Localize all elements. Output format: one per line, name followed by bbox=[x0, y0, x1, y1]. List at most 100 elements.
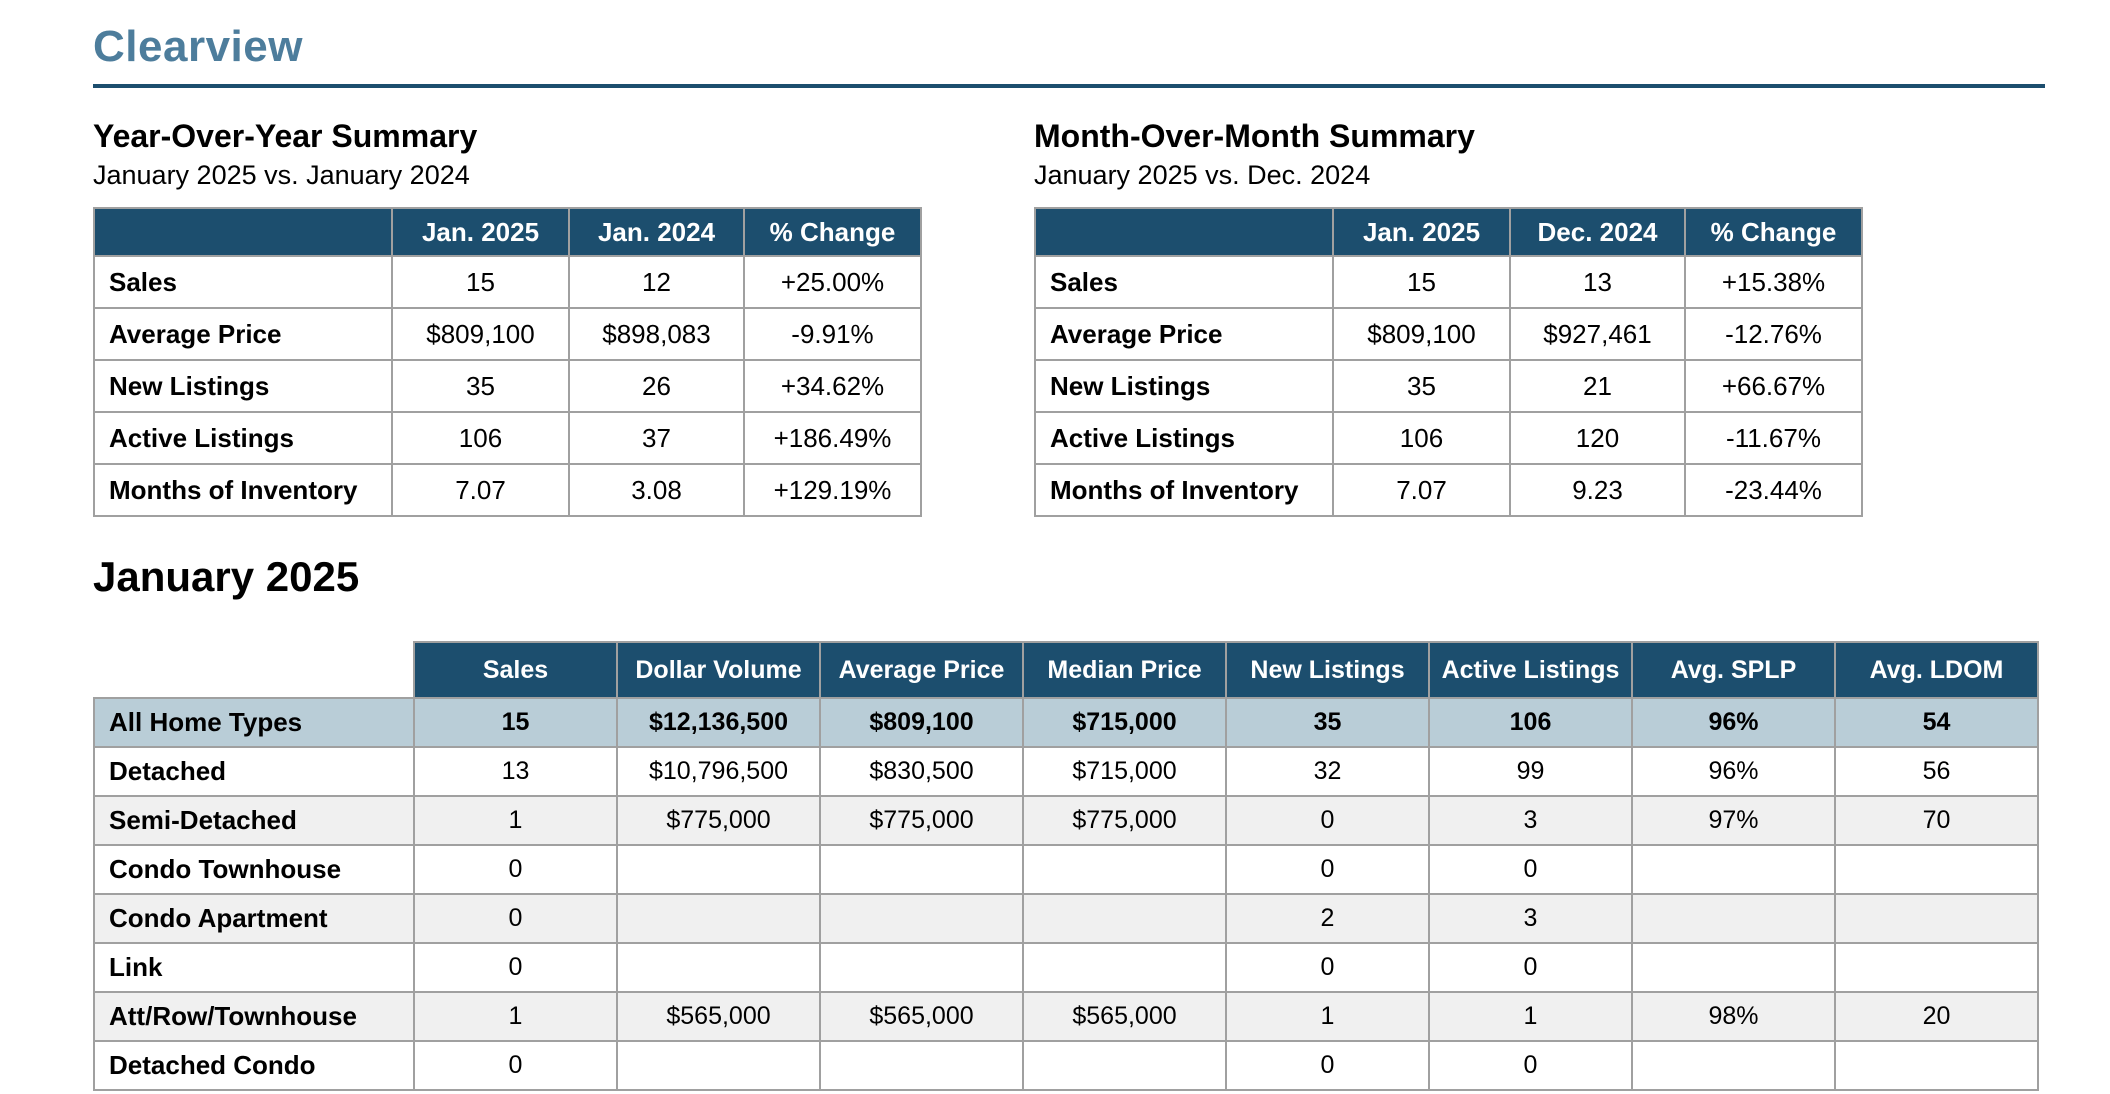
cell-value bbox=[1631, 893, 1836, 944]
cell-value: +15.38% bbox=[1684, 255, 1863, 309]
table-row: Months of Inventory 7.07 9.23 -23.44% bbox=[1034, 463, 1863, 517]
cell-value bbox=[1631, 844, 1836, 895]
cell-value: $927,461 bbox=[1509, 307, 1686, 361]
cell-value: -12.76% bbox=[1684, 307, 1863, 361]
cell-value: 106 bbox=[1428, 697, 1633, 748]
cell-value: 0 bbox=[1428, 942, 1633, 993]
cell-value: 1 bbox=[1225, 991, 1430, 1042]
cell-value: 9.23 bbox=[1509, 463, 1686, 517]
cell-value: 54 bbox=[1834, 697, 2039, 748]
yoy-section: Year-Over-Year Summary January 2025 vs. … bbox=[93, 118, 922, 517]
cell-value: 99 bbox=[1428, 746, 1633, 797]
row-label: Sales bbox=[1034, 255, 1334, 309]
cell-value bbox=[1022, 942, 1227, 993]
cell-value: 1 bbox=[413, 991, 618, 1042]
row-label: Months of Inventory bbox=[93, 463, 393, 517]
cell-value bbox=[616, 942, 821, 993]
row-label: Active Listings bbox=[93, 411, 393, 465]
cell-value: 35 bbox=[391, 359, 570, 413]
table-row: Link 0 0 0 bbox=[93, 942, 2039, 993]
yoy-table: Jan. 2025 Jan. 2024% Change Sales 15 12 +25.… bbox=[93, 207, 922, 517]
cell-value: 35 bbox=[1332, 359, 1511, 413]
row-label: Average Price bbox=[93, 307, 393, 361]
cell-value: 0 bbox=[1428, 844, 1633, 895]
column-header: % Change bbox=[1684, 207, 1863, 257]
cell-value: $830,500 bbox=[819, 746, 1024, 797]
cell-value: $10,796,500 bbox=[616, 746, 821, 797]
table-row: Detached Condo 0 0 0 bbox=[93, 1040, 2039, 1091]
cell-value: 106 bbox=[391, 411, 570, 465]
table-row: Active Listings 106 120 -11.67% bbox=[1034, 411, 1863, 465]
corner-cell bbox=[1034, 207, 1334, 257]
column-header: Jan. 2025 bbox=[391, 207, 570, 257]
cell-value: -9.91% bbox=[743, 307, 922, 361]
cell-value: 0 bbox=[413, 942, 618, 993]
cell-value: 13 bbox=[1509, 255, 1686, 309]
cell-value bbox=[819, 942, 1024, 993]
mom-table: Jan. 2025 Dec. 2024% Change Sales 15 13 +15.… bbox=[1034, 207, 1863, 517]
row-label: Link bbox=[93, 942, 415, 993]
cell-value bbox=[1834, 893, 2039, 944]
table-row: New Listings 35 26 +34.62% bbox=[93, 359, 922, 413]
row-label: Semi-Detached bbox=[93, 795, 415, 846]
row-label: All Home Types bbox=[93, 697, 415, 748]
row-label: Months of Inventory bbox=[1034, 463, 1334, 517]
cell-value bbox=[819, 844, 1024, 895]
row-label: Detached bbox=[93, 746, 415, 797]
cell-value: 1 bbox=[413, 795, 618, 846]
table-row: Average Price $809,100 $898,083 -9.91% bbox=[93, 307, 922, 361]
cell-value: 3 bbox=[1428, 893, 1633, 944]
cell-value: 70 bbox=[1834, 795, 2039, 846]
column-header: New Listings bbox=[1225, 641, 1430, 699]
cell-value bbox=[1022, 844, 1227, 895]
cell-value bbox=[1834, 1040, 2039, 1091]
cell-value: 15 bbox=[413, 697, 618, 748]
column-header: Active Listings bbox=[1428, 641, 1633, 699]
cell-value bbox=[1631, 942, 1836, 993]
header-row: Jan. 2025 Dec. 2024% Change bbox=[1034, 207, 1863, 257]
cell-value: $12,136,500 bbox=[616, 697, 821, 748]
cell-value: +66.67% bbox=[1684, 359, 1863, 413]
column-header: Median Price bbox=[1022, 641, 1227, 699]
cell-value bbox=[1834, 844, 2039, 895]
cell-value bbox=[1022, 893, 1227, 944]
cell-value bbox=[819, 1040, 1024, 1091]
mom-subtitle: January 2025 vs. Dec. 2024 bbox=[1034, 160, 1371, 190]
row-label: Active Listings bbox=[1034, 411, 1334, 465]
row-label: Detached Condo bbox=[93, 1040, 415, 1091]
row-label: Att/Row/Townhouse bbox=[93, 991, 415, 1042]
cell-value: +34.62% bbox=[743, 359, 922, 413]
row-label: Condo Townhouse bbox=[93, 844, 415, 895]
cell-value: $809,100 bbox=[819, 697, 1024, 748]
table-row: Active Listings 106 37 +186.49% bbox=[93, 411, 922, 465]
cell-value: 97% bbox=[1631, 795, 1836, 846]
cell-value: 13 bbox=[413, 746, 618, 797]
cell-value: 0 bbox=[1428, 1040, 1633, 1091]
cell-value: 0 bbox=[1225, 844, 1430, 895]
table-row: Semi-Detached 1 $775,000 $775,000 $775,000 0 3… bbox=[93, 795, 2039, 846]
cell-value: -23.44% bbox=[1684, 463, 1863, 517]
column-header: Average Price bbox=[819, 641, 1024, 699]
cell-value: 37 bbox=[568, 411, 745, 465]
row-label: New Listings bbox=[93, 359, 393, 413]
table-row: Sales 15 13 +15.38% bbox=[1034, 255, 1863, 309]
cell-value: $715,000 bbox=[1022, 697, 1227, 748]
cell-value: +129.19% bbox=[743, 463, 922, 517]
yoy-subtitle: January 2025 vs. January 2024 bbox=[93, 160, 470, 190]
cell-value bbox=[819, 893, 1024, 944]
column-header: Jan. 2025 bbox=[1332, 207, 1511, 257]
cell-value: 20 bbox=[1834, 991, 2039, 1042]
table-row: Average Price $809,100 $927,461 -12.76% bbox=[1034, 307, 1863, 361]
column-header: Dollar Volume bbox=[616, 641, 821, 699]
header-row: Sales Dollar Volume Average Price Median Pr… bbox=[94, 641, 2039, 699]
cell-value bbox=[1834, 942, 2039, 993]
cell-value bbox=[1022, 1040, 1227, 1091]
cell-value: 98% bbox=[1631, 991, 1836, 1042]
column-header: Sales bbox=[413, 641, 618, 699]
cell-value: 106 bbox=[1332, 411, 1511, 465]
column-header: Avg. LDOM bbox=[1834, 641, 2039, 699]
cell-value: 1 bbox=[1428, 991, 1633, 1042]
cell-value: $809,100 bbox=[391, 307, 570, 361]
table-row: New Listings 35 21 +66.67% bbox=[1034, 359, 1863, 413]
page-title: Clearview bbox=[93, 22, 303, 71]
